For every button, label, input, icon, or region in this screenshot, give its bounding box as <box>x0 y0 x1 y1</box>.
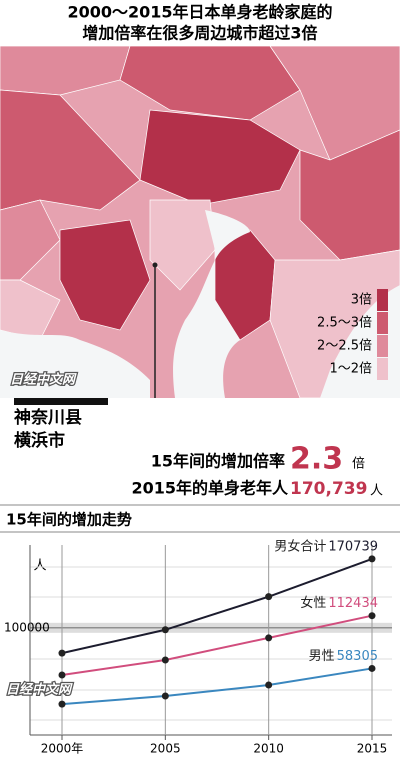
rate-label: 15年间的增加倍率 <box>151 452 285 471</box>
point <box>161 692 169 700</box>
series-line <box>61 667 373 706</box>
point <box>265 634 273 642</box>
series-value-label: 58305 <box>337 649 378 664</box>
point <box>265 593 273 601</box>
legend-label: 2～2.5倍 <box>317 339 372 354</box>
legend-label: 男性 <box>309 649 335 664</box>
rate-unit: 倍 <box>352 457 365 472</box>
point <box>58 649 66 657</box>
point <box>58 671 66 679</box>
x-tick-label: 2010 <box>253 742 284 756</box>
location-bar <box>14 398 108 405</box>
point <box>265 681 273 689</box>
location: 神奈川县 <box>14 407 82 428</box>
legend-swatch <box>377 289 388 311</box>
count-value: 170,739 <box>290 479 367 499</box>
series-line <box>61 614 373 676</box>
y-tick-label: 100000 <box>4 620 50 634</box>
series-line <box>61 557 373 655</box>
point <box>368 612 376 620</box>
title-line: 2000～2015年日本单身老龄家庭的 <box>67 3 332 22</box>
legend-swatch <box>377 335 388 357</box>
title-line: 增加倍率在很多周边城市超过3倍 <box>82 24 317 43</box>
point <box>368 664 376 672</box>
point <box>161 656 169 664</box>
chart-title: 15年间的增加走势 <box>6 511 132 529</box>
legend-label: 3倍 <box>351 293 372 308</box>
map-legend: 3倍 2.5～3倍 2～2.5倍 1～2倍 <box>317 289 388 380</box>
legend-label: 女性 <box>300 595 326 611</box>
legend-swatch <box>377 312 388 334</box>
legend-swatch <box>377 358 388 380</box>
series-value-label: 170739 <box>328 539 378 554</box>
count-label: 2015年的单身老年人 <box>131 479 289 498</box>
map <box>0 45 400 399</box>
x-tick-label: 2000年 <box>41 742 84 756</box>
x-tick-label: 2005 <box>150 742 181 756</box>
legend-label: 2.5～3倍 <box>317 316 372 331</box>
point <box>161 626 169 634</box>
x-tick-label: 2015 <box>357 742 388 756</box>
rate-value: 2.3 <box>290 442 343 477</box>
watermark: 日经中文网 <box>10 372 77 388</box>
point <box>58 700 66 708</box>
count-unit: 人 <box>370 484 383 499</box>
legend-label: 男女合计 <box>274 538 326 554</box>
legend-label: 1～2倍 <box>329 362 372 377</box>
location: 横浜市 <box>14 430 65 451</box>
series-value-label: 112434 <box>328 596 378 611</box>
point <box>368 555 376 563</box>
y-unit: 人 <box>33 559 46 574</box>
watermark: 日经中文网 <box>6 682 73 698</box>
